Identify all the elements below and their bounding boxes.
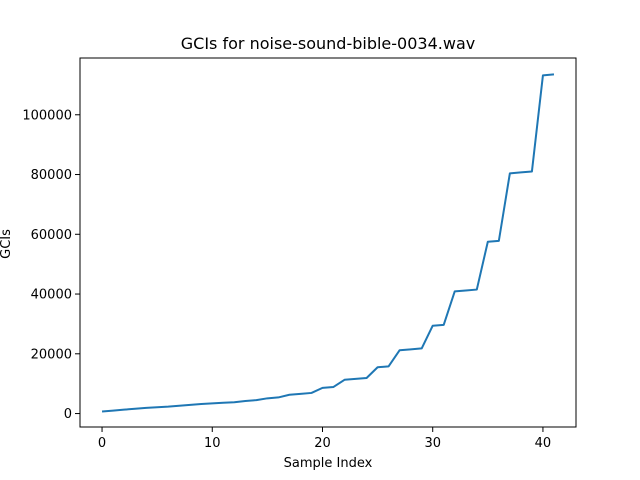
x-axis: 0 10 20 30 40 — [98, 427, 551, 451]
y-tick-label: 40000 — [31, 288, 72, 303]
y-tick-label: 100000 — [22, 108, 72, 123]
y-tick-label: 0 — [64, 407, 72, 422]
chart-title: GCIs for noise-sound-bible-0034.wav — [181, 34, 475, 53]
y-axis-label: GCIs — [0, 229, 14, 259]
plot-frame — [79, 57, 577, 428]
y-tick-label: 80000 — [31, 168, 72, 183]
plot-area — [101, 73, 555, 413]
y-axis: 0 20000 40000 60000 80000 100000 — [22, 108, 80, 422]
y-tick-label: 20000 — [31, 347, 72, 362]
x-axis-label: Sample Index — [284, 456, 373, 471]
x-tick-label: 40 — [535, 436, 552, 451]
x-tick-label: 30 — [424, 436, 441, 451]
series-line-0 — [101, 73, 555, 413]
x-tick-label: 10 — [204, 436, 221, 451]
x-tick-label: 20 — [314, 436, 331, 451]
y-tick-label: 60000 — [31, 228, 72, 243]
x-tick-label: 0 — [98, 436, 106, 451]
